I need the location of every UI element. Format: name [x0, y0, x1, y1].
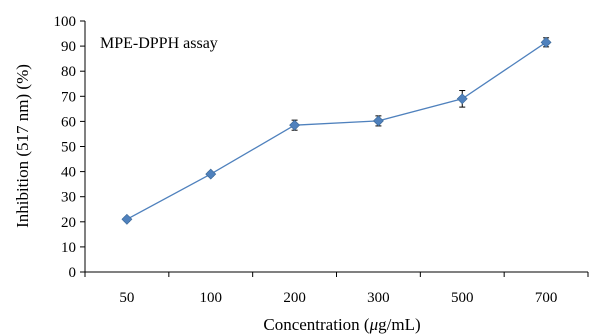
y-tick-label: 30 [61, 190, 76, 206]
y-axis-ticks: 0 10 20 30 40 50 60 70 80 90 100 [54, 14, 85, 281]
y-tick-label: 50 [61, 140, 76, 156]
x-tick-label: 50 [119, 290, 134, 306]
y-tick-label: 70 [61, 89, 76, 105]
data-point-marker [456, 93, 468, 105]
series-layer [121, 36, 552, 225]
y-tick-label: 10 [61, 240, 76, 256]
data-point-marker [205, 168, 217, 180]
series-line [126, 41, 547, 220]
data-point-marker [121, 213, 133, 225]
x-tick-label: 100 [200, 290, 223, 306]
y-tick-label: 0 [69, 265, 77, 281]
y-tick-label: 60 [61, 114, 76, 130]
x-tick-label: 500 [451, 290, 474, 306]
data-point-marker [372, 115, 384, 127]
y-tick-label: 90 [61, 39, 76, 55]
data-point-marker [540, 36, 552, 48]
x-tick-label: 200 [283, 290, 306, 306]
y-tick-label: 100 [54, 14, 77, 30]
data-point-marker [289, 119, 301, 131]
chart-annotation: MPE-DPPH assay [100, 35, 218, 52]
y-tick-label: 20 [61, 215, 76, 231]
y-tick-label: 80 [61, 64, 76, 80]
x-tick-label: 300 [367, 290, 390, 306]
x-tick-label: 700 [535, 290, 558, 306]
x-axis-ticks: 50 100 200 300 500 700 [84, 272, 589, 306]
y-axis-title: Inhibition (517 nm) (%) [13, 64, 32, 228]
y-tick-label: 40 [61, 165, 76, 181]
x-axis-title: Concentration (μg/mL) [263, 315, 420, 334]
